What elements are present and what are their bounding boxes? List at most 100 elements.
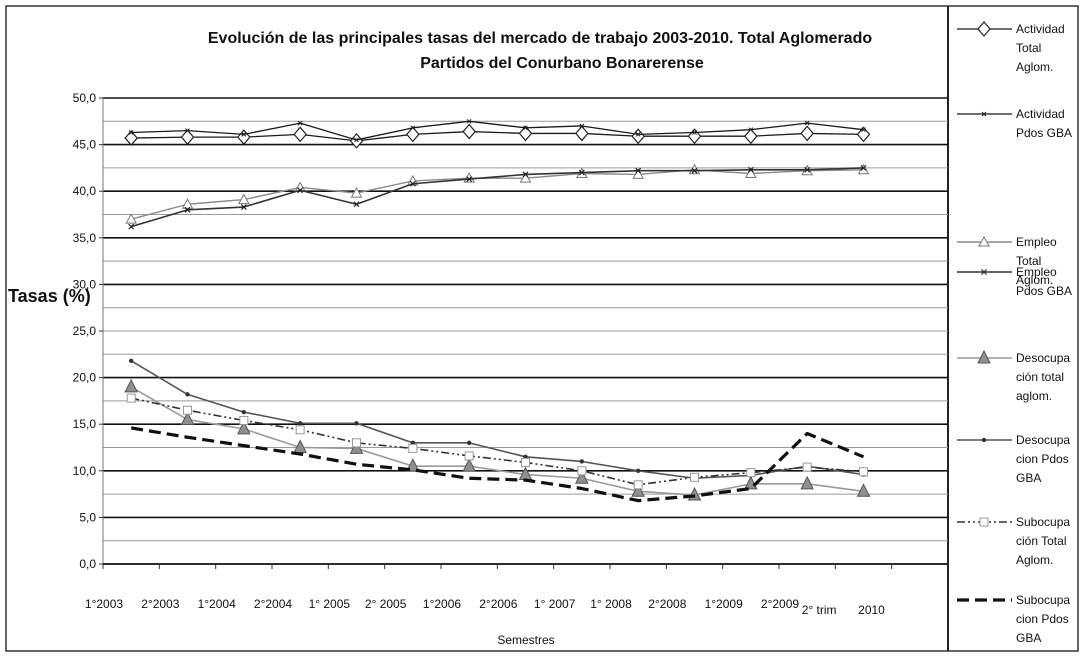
data-point-dot	[466, 440, 472, 446]
series-line	[130, 167, 864, 228]
data-point-x	[353, 201, 360, 208]
series-3	[125, 163, 870, 224]
data-point-square	[859, 467, 868, 477]
data-point-triangle-filled	[800, 475, 814, 490]
data-point-x	[804, 120, 810, 126]
data-point-x	[522, 171, 529, 178]
x-tick-label: 1° 2008	[590, 597, 632, 611]
data-point-x	[128, 130, 134, 135]
data-point-x	[860, 164, 867, 171]
data-point-square	[464, 451, 474, 461]
legend-item-6: Desocupa cion Pdos GBA	[957, 433, 1070, 485]
y-tick-label: 25,0	[73, 324, 97, 338]
data-point-triangle	[350, 187, 363, 198]
data-point-x	[409, 180, 416, 187]
data-point-triangle	[519, 172, 532, 183]
data-point-triangle-filled	[631, 483, 645, 497]
data-point-triangle-filled	[977, 349, 991, 364]
legend-item-2: Actividad Pdos GBA	[957, 107, 1072, 140]
legend-label: Aglom.	[1016, 273, 1053, 287]
series-line	[130, 360, 864, 480]
legend-label: GBA	[1016, 471, 1041, 485]
x-tick-label: 1°2009	[705, 597, 743, 611]
data-point-x	[748, 127, 754, 133]
data-point-diamond	[744, 128, 758, 145]
data-point-dot	[635, 468, 641, 473]
legend-label: Desocupa	[1016, 433, 1070, 447]
legend-label: Desocupa	[1016, 351, 1070, 365]
legend-label: Total	[1016, 41, 1041, 55]
y-tick-label: 50,0	[73, 91, 97, 105]
data-point-diamond	[575, 125, 589, 142]
data-point-triangle-filled	[180, 411, 195, 426]
data-point-x	[635, 167, 642, 174]
series-line	[130, 169, 864, 220]
data-point-diamond	[977, 21, 991, 37]
data-point-triangle	[294, 181, 307, 192]
legend-label: ción Total	[1016, 534, 1066, 548]
grid-layer	[102, 97, 948, 565]
data-point-x	[692, 130, 697, 135]
data-point-triangle	[688, 163, 701, 175]
legend-label: Aglom.	[1016, 60, 1053, 74]
data-point-x	[410, 125, 416, 131]
data-point-triangle	[744, 167, 757, 178]
data-point-diamond	[800, 125, 814, 142]
legend-label: Actividad	[1016, 22, 1065, 36]
series-line	[130, 426, 865, 503]
series-2	[128, 118, 866, 143]
data-point-triangle	[632, 168, 645, 179]
x-tick-label: 1°2006	[423, 597, 461, 611]
legend-item-4: Empleo Pdos GBA	[957, 265, 1072, 298]
chart-subtitle: Partidos del Conurbano Bonarerense	[420, 55, 704, 72]
legend-label: Empleo	[1016, 265, 1057, 279]
data-point-triangle-filled	[237, 420, 251, 435]
data-point-square	[577, 466, 587, 476]
legend-item-1: Actividad Total Aglom.	[957, 21, 1065, 74]
data-point-triangle-filled	[575, 470, 589, 484]
data-point-dot	[981, 437, 987, 443]
legend-label: Pdos GBA	[1016, 284, 1072, 298]
y-tick-label: 35,0	[73, 231, 97, 245]
data-point-x	[578, 169, 585, 176]
legend-item-8: Subocupa cion Pdos GBA	[957, 593, 1070, 645]
x-tick-label: 2°2008	[648, 597, 686, 611]
data-point-triangle-filled	[124, 378, 138, 393]
legend-label: ción total	[1016, 370, 1064, 384]
data-point-x	[241, 131, 247, 137]
legend-item-5: Desocupa ción total aglom.	[957, 349, 1070, 403]
data-point-x	[128, 223, 135, 230]
data-point-triangle	[978, 235, 990, 247]
data-point-square	[746, 468, 756, 478]
series-5	[124, 378, 871, 501]
legend-label: Pdos GBA	[1016, 126, 1072, 140]
data-point-diamond	[856, 126, 871, 143]
data-point-square	[183, 405, 192, 415]
series-8	[130, 426, 865, 503]
data-point-x	[981, 269, 987, 275]
data-point-square	[802, 462, 812, 472]
x-tick-label: 2°2003	[141, 597, 179, 611]
y-tick-label: 10,0	[73, 464, 97, 478]
data-point-dot	[579, 459, 585, 464]
series-line	[131, 120, 864, 141]
data-point-square	[979, 517, 989, 527]
data-point-x	[861, 127, 866, 133]
series-line	[131, 130, 864, 142]
legend-label: Aglom.	[1016, 553, 1053, 567]
series-7	[126, 393, 868, 490]
y-tick-label: 45,0	[73, 138, 97, 152]
data-point-square	[239, 415, 249, 425]
chart-frame	[5, 5, 1079, 652]
data-point-triangle	[237, 193, 250, 205]
legend-label: Actividad	[1016, 107, 1065, 121]
data-point-square	[295, 425, 305, 435]
x-tick-label: 2°2004	[254, 597, 292, 611]
legend-label: Subocupa	[1016, 515, 1070, 529]
data-point-x	[297, 120, 303, 126]
data-point-x	[354, 137, 359, 143]
data-point-x	[185, 128, 190, 133]
data-point-x	[466, 176, 473, 183]
series-line	[130, 386, 864, 496]
